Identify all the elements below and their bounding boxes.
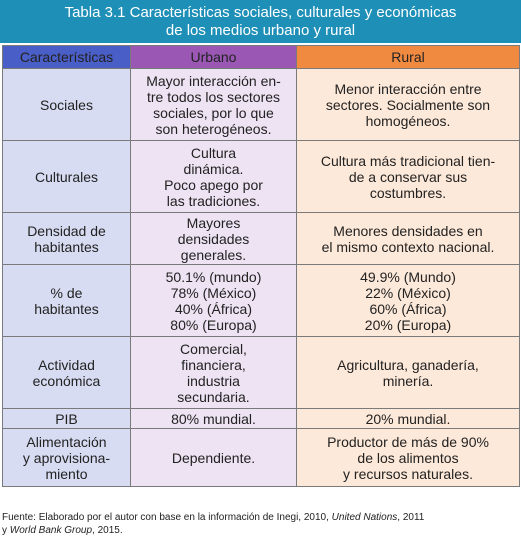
cell-line: Culturales	[34, 168, 99, 185]
cell-culturales-urbano: Cultura dinámica. Poco apego por las tradic…	[130, 140, 297, 213]
source-italic-un: United Nations	[331, 512, 398, 523]
cell-line: Menores densidades en	[333, 222, 483, 239]
cell-line: Productor de más de 90%	[327, 433, 489, 450]
header-caracteristicas: Características	[2, 45, 131, 69]
table-row-densidad: Densidad de habitantes Mayores densidades ge…	[2, 212, 520, 265]
cell-line: económica	[32, 372, 101, 389]
cell-line: sociales, por lo que	[153, 104, 274, 121]
cell-line: las tradiciones.	[166, 192, 261, 209]
cell-line: 49.9% (Mundo)	[360, 268, 456, 285]
cell-line: Sociales	[40, 96, 93, 113]
table-row-porcentaje: % de habitantes 50.1% (mundo) 78% (México) 4…	[2, 264, 520, 337]
cell-line: PIB	[55, 410, 78, 427]
cell-line: % de	[50, 284, 83, 301]
source-mid: , 2011	[397, 512, 425, 523]
cell-densidad-characteristic: Densidad de habitantes	[2, 212, 131, 265]
cell-line: 20% (Europa)	[364, 316, 452, 333]
table-row-sociales: Sociales Mayor interacción en-tre todos l…	[2, 68, 520, 141]
table-row-culturales: Culturales Cultura dinámica. Poco apego por…	[2, 140, 520, 213]
cell-line: y recursos naturales.	[343, 465, 473, 482]
cell-sociales-urbano: Mayor interacción en-tre todos los secto…	[130, 68, 297, 141]
cell-line: Mayor interacción en-	[146, 72, 281, 89]
cell-line: dinámica.	[183, 160, 244, 177]
cell-line: 60% (África)	[369, 300, 447, 317]
cell-line: 78% (México)	[170, 284, 257, 301]
table-title-line-1: Tabla 3.1 Características sociales, cult…	[64, 4, 457, 21]
cell-pib-characteristic: PIB	[2, 408, 131, 429]
header-urbano: Urbano	[130, 45, 297, 69]
table-row-pib: PIB 80% mundial. 20% mundial.	[2, 408, 520, 429]
table-body: Sociales Mayor interacción en-tre todos l…	[2, 68, 520, 487]
source-prefix: Fuente: Elaborado por el autor con base …	[2, 512, 332, 523]
table-row-actividad: Actividad económica Comercial, financiera, i…	[2, 336, 520, 409]
cell-line: 80% mundial.	[171, 410, 256, 427]
cell-line: Densidad de	[27, 222, 106, 239]
table-title: Tabla 3.1 Características sociales, cult…	[0, 0, 521, 43]
source-italic-wb: World Bank Group	[9, 525, 93, 536]
cell-line: densidades	[177, 230, 250, 247]
cell-line: industria	[187, 372, 240, 389]
cell-alimentacion-characteristic: Alimentación y aprovisiona-miento	[2, 428, 131, 487]
cell-actividad-urbano: Comercial, financiera, industria secundaria…	[130, 336, 297, 409]
cell-porcentaje-characteristic: % de habitantes	[2, 264, 131, 337]
cell-line: 50.1% (mundo)	[165, 268, 262, 285]
cell-line: costumbres.	[369, 184, 447, 201]
cell-line: habitantes	[34, 300, 99, 317]
cell-porcentaje-rural: 49.9% (Mundo) 22% (México) 60% (África) 20%…	[296, 264, 520, 337]
cell-line: Menor interacción entre	[334, 80, 482, 97]
source-line2-prefix: y	[2, 525, 10, 536]
cell-alimentacion-rural: Productor de más de 90% de los alimentos y…	[296, 428, 520, 487]
cell-line: Alimentación	[26, 433, 107, 450]
header-rural: Rural	[296, 45, 520, 69]
cell-line: Dependiente.	[171, 449, 256, 466]
cell-line: y aprovisiona-	[22, 449, 111, 466]
cell-line: sectores. Socialmente son	[325, 96, 491, 113]
cell-line: Cultura más tradicional tien-	[320, 152, 496, 169]
cell-line: homogéneos.	[365, 112, 451, 129]
source-note: Fuente: Elaborado por el autor con base …	[2, 511, 519, 537]
cell-actividad-rural: Agricultura, ganadería, minería.	[296, 336, 520, 409]
cell-line: son heterogéneos.	[155, 120, 272, 137]
cell-line: Comercial,	[180, 340, 247, 357]
cell-line: Poco apego por	[164, 176, 263, 193]
cell-line: Actividad	[38, 356, 95, 373]
cell-sociales-characteristic: Sociales	[2, 68, 131, 141]
cell-line: secundaria.	[177, 388, 250, 405]
cell-porcentaje-urbano: 50.1% (mundo) 78% (México) 40% (África) 80%…	[130, 264, 297, 337]
cell-actividad-characteristic: Actividad económica	[2, 336, 131, 409]
cell-pib-rural: 20% mundial.	[296, 408, 520, 429]
cell-line: Cultura	[190, 144, 237, 161]
source-suffix: , 2015.	[92, 525, 123, 536]
cell-line: financiera,	[181, 356, 246, 373]
cell-line: 40% (África)	[174, 300, 253, 317]
table-title-line-2: de los medios urbano y rural	[165, 22, 356, 39]
cell-line: de a conservar sus	[348, 168, 468, 185]
cell-line: 80% (Europa)	[170, 316, 257, 333]
cell-densidad-urbano: Mayores densidades generales.	[130, 212, 297, 265]
cell-culturales-characteristic: Culturales	[2, 140, 131, 213]
cell-alimentacion-urbano: Dependiente.	[130, 428, 297, 487]
cell-line: generales.	[180, 246, 247, 263]
cell-line: de los alimentos	[357, 449, 459, 466]
cell-line: miento	[45, 465, 88, 482]
comparison-table: Características Urbano Rural Sociales May…	[2, 45, 520, 487]
cell-line: minería.	[382, 372, 434, 389]
cell-line: Mayores	[186, 214, 241, 231]
table-row-alimentacion: Alimentación y aprovisiona-miento Dependie…	[2, 428, 520, 487]
cell-line: 22% (México)	[365, 284, 451, 301]
cell-culturales-rural: Cultura más tradicional tien-de a conser…	[296, 140, 520, 213]
cell-densidad-rural: Menores densidades en el mismo contexto n…	[296, 212, 520, 265]
cell-line: tre todos los sectores	[146, 88, 281, 105]
cell-line: el mismo contexto nacional.	[321, 238, 495, 255]
cell-pib-urbano: 80% mundial.	[130, 408, 297, 429]
cell-sociales-rural: Menor interacción entre sectores. Socialm…	[296, 68, 520, 141]
cell-line: 20% mundial.	[365, 410, 451, 427]
cell-line: Agricultura, ganadería,	[337, 356, 479, 373]
cell-line: habitantes	[34, 238, 99, 255]
